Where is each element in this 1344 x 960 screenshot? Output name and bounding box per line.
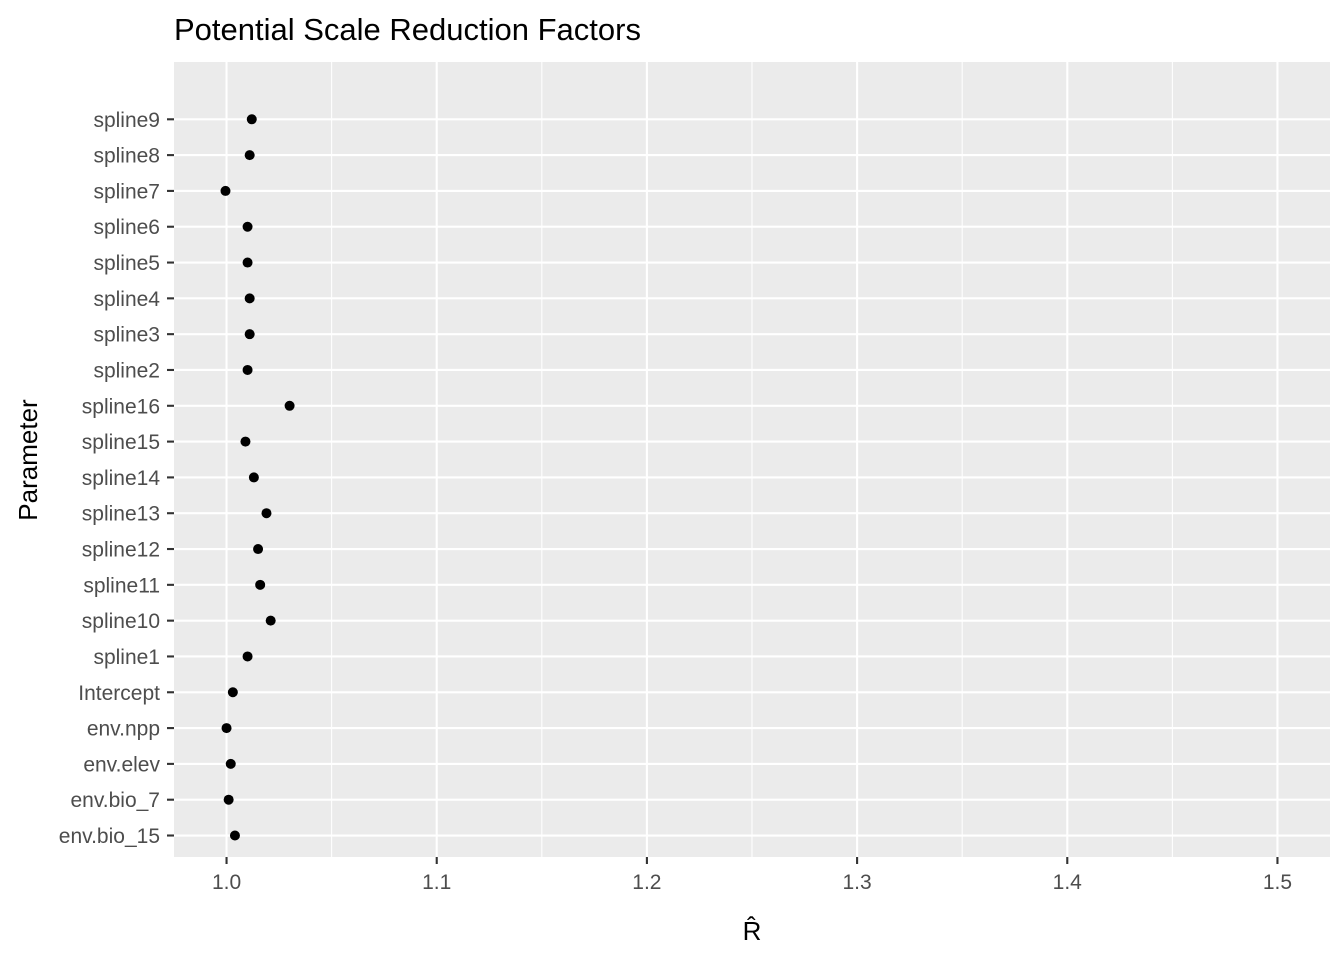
y-axis: env.bio_15 env.bio_7 env.elev env.npp Interc…	[59, 109, 174, 848]
y-tick-label: spline10	[82, 610, 160, 633]
y-tick-label: Intercept	[78, 682, 160, 705]
data-point	[242, 364, 253, 375]
y-tick-label: spline1	[93, 646, 160, 669]
y-tick-label: spline16	[82, 395, 160, 418]
data-point	[220, 185, 231, 196]
y-tick-label: env.bio_15	[59, 825, 160, 848]
x-tick-label: 1.3	[842, 871, 871, 894]
y-tick-label: spline11	[83, 574, 160, 597]
data-point	[246, 114, 257, 125]
data-point	[255, 579, 266, 590]
data-point	[223, 794, 234, 805]
x-axis-title: R̂	[743, 916, 762, 946]
data-point	[261, 508, 272, 519]
data-point	[265, 615, 276, 626]
y-tick-label: env.npp	[87, 718, 160, 741]
data-point	[227, 687, 238, 698]
data-point	[242, 257, 253, 268]
y-tick-label: spline3	[93, 324, 160, 347]
y-tick-label: env.elev	[83, 753, 160, 776]
chart-title: Potential Scale Reduction Factors	[174, 12, 641, 47]
x-tick-label: 1.5	[1263, 871, 1292, 894]
data-point	[225, 758, 236, 769]
y-tick-label: spline8	[93, 145, 160, 168]
x-tick-label: 1.2	[632, 871, 661, 894]
y-tick-label: spline2	[93, 359, 160, 382]
y-tick-label: env.bio_7	[70, 789, 160, 812]
data-point	[242, 651, 253, 662]
y-tick-label: spline14	[82, 467, 161, 490]
x-tick-label: 1.4	[1053, 871, 1083, 894]
y-tick-label: spline4	[93, 288, 160, 311]
data-point	[244, 293, 255, 304]
data-point	[284, 400, 295, 411]
data-point	[244, 329, 255, 340]
data-point	[248, 472, 259, 483]
y-tick-label: spline5	[93, 252, 160, 275]
x-tick-label: 1.0	[212, 871, 241, 894]
data-point	[242, 221, 253, 232]
data-points	[220, 114, 295, 841]
data-point	[240, 436, 251, 447]
data-point	[253, 544, 264, 555]
x-tick-label: 1.1	[422, 871, 451, 894]
y-axis-title: Parameter	[13, 399, 43, 521]
y-tick-label: spline6	[93, 216, 160, 239]
x-axis: 1.0 1.1 1.2 1.3 1.4 1.5	[212, 857, 1292, 894]
y-tick-label: spline15	[82, 431, 160, 454]
data-point	[244, 150, 255, 161]
data-point	[221, 723, 232, 734]
y-tick-label: spline9	[93, 109, 160, 132]
y-tick-label: spline7	[93, 180, 160, 203]
y-tick-label: spline13	[82, 503, 160, 526]
y-tick-label: spline12	[82, 539, 160, 562]
data-point	[229, 830, 240, 841]
grid-lines	[174, 62, 1330, 857]
